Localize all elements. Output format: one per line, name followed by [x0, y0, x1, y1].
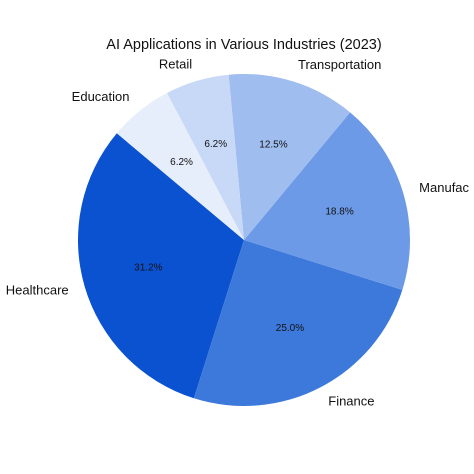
- pie-slice: [244, 112, 410, 290]
- value-label: 12.5%: [259, 139, 287, 150]
- category-label: Healthcare: [6, 282, 69, 297]
- category-label: Education: [72, 89, 130, 104]
- pie-slice: [78, 133, 244, 399]
- category-label: Finance: [328, 393, 374, 408]
- value-label: 6.2%: [204, 139, 227, 150]
- value-label: 18.8%: [325, 207, 353, 218]
- category-label: Transportation: [298, 57, 381, 72]
- pie-slice: [116, 92, 244, 240]
- pie-slice: [166, 74, 244, 240]
- pie-slice: [193, 240, 403, 406]
- value-label: 25.0%: [276, 323, 304, 334]
- chart-title: AI Applications in Various Industries (2…: [106, 37, 381, 53]
- category-label: Retail: [159, 56, 192, 71]
- category-label: Manufac: [419, 180, 469, 195]
- value-label: 6.2%: [170, 157, 193, 168]
- pie-slice: [228, 74, 351, 240]
- value-label: 31.2%: [134, 262, 162, 273]
